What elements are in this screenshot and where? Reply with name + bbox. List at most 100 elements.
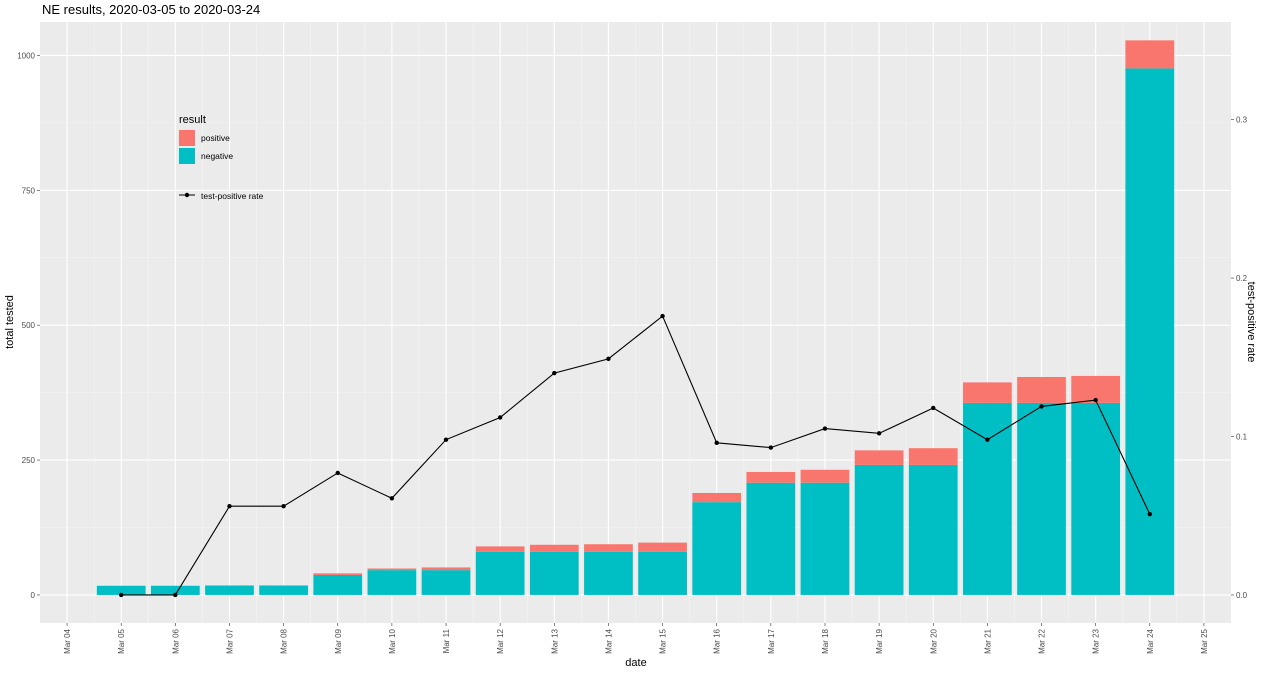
rate-point: [876, 431, 882, 436]
bar-negative: [96, 585, 146, 595]
rate-point: [497, 415, 503, 420]
bar-positive: [854, 450, 904, 465]
bar-negative: [638, 551, 687, 595]
x-tick-label: Mar 10: [388, 628, 397, 653]
y-tick-label: 1000: [17, 51, 35, 60]
bar-negative: [1017, 402, 1066, 595]
x-tick-label: Mar 09: [334, 628, 343, 653]
bar-negative: [150, 585, 200, 595]
bar-positive: [367, 568, 417, 571]
x-tick-label: Mar 17: [767, 628, 776, 653]
x-tick-label: Mar 22: [1038, 628, 1047, 653]
bar-positive: [584, 544, 633, 552]
legend-label-rate: test-positive rate: [201, 191, 264, 201]
x-tick-label: Mar 16: [713, 628, 722, 653]
rate-point: [822, 426, 828, 431]
bar-positive: [692, 492, 742, 503]
y2-axis-title: test-positive rate: [1245, 282, 1257, 363]
rate-point: [768, 445, 774, 450]
rate-point: [606, 356, 611, 362]
legend-label-negative: negative: [201, 151, 233, 161]
y2-tick-label: 0.1: [1236, 433, 1248, 442]
bar-positive: [259, 585, 308, 586]
y-tick-label: 750: [22, 186, 36, 195]
x-tick-label: Mar 15: [659, 628, 668, 653]
rate-point: [985, 437, 990, 442]
x-axis: Mar 04 Mar 05 Mar 06 Mar 07 Mar 08 Mar 09 Mar …: [63, 623, 1209, 654]
x-tick-label: Mar 06: [171, 628, 180, 653]
x-tick-label: Mar 13: [550, 628, 559, 653]
bar-negative: [584, 551, 633, 595]
y-tick-label: 500: [22, 321, 36, 330]
bar-negative: [313, 574, 363, 595]
bar-positive: [1017, 376, 1066, 403]
bar-negative: [854, 464, 904, 595]
x-tick-label: Mar 18: [821, 628, 830, 653]
y2-tick-label: 0.0: [1236, 591, 1248, 600]
bar-negative: [205, 585, 254, 595]
bar-negative: [1125, 68, 1175, 595]
bar-positive: [1125, 40, 1175, 69]
rate-point: [1147, 511, 1152, 517]
bar-negative: [367, 570, 417, 595]
y2-tick-label: 0.3: [1236, 116, 1248, 125]
legend-title: result: [179, 114, 206, 126]
rate-polyline: [121, 315, 1151, 596]
x-tick-label: Mar 12: [496, 628, 505, 653]
bar-positive: [746, 471, 796, 483]
bar-negative: [421, 570, 471, 595]
legend-label-positive: positive: [201, 133, 230, 143]
x-tick-label: Mar 21: [983, 628, 992, 653]
bar-positive: [800, 469, 850, 483]
y-tick-label: 0: [31, 591, 36, 600]
bar-negative: [529, 551, 579, 595]
bar-positive: [205, 585, 254, 586]
bar-negative: [746, 482, 796, 595]
bar-negative: [908, 464, 958, 595]
x-tick-label: Mar 07: [225, 628, 234, 653]
legend: result positive negative test-positive r…: [179, 114, 264, 201]
y-axis: 0 250 500 750 1000: [17, 51, 40, 600]
bar-positive: [421, 567, 471, 571]
y2-axis: 0.0 0.1 0.2 0.3: [1231, 116, 1248, 600]
rate-point: [443, 437, 449, 442]
rate-point: [931, 405, 936, 411]
chart-title: NE results, 2020-03-05 to 2020-03-24: [42, 2, 260, 17]
rate-point: [714, 440, 719, 446]
rate-point: [173, 592, 178, 598]
x-axis-title: date: [625, 657, 646, 669]
x-tick-label: Mar 14: [604, 628, 613, 653]
bar-positive: [908, 448, 958, 465]
bar-positive: [638, 542, 687, 552]
bar-negative: [475, 551, 525, 595]
x-tick-label: Mar 05: [117, 628, 126, 653]
y2-tick-label: 0.2: [1236, 274, 1248, 283]
bar-positive: [529, 544, 579, 552]
bar-positive: [313, 573, 363, 575]
bar-negative: [963, 402, 1012, 595]
rate-point: [227, 504, 232, 509]
x-tick-label: Mar 19: [875, 628, 884, 653]
bar-negative: [1071, 402, 1121, 595]
rate-line: [119, 313, 1152, 598]
x-tick-label: Mar 23: [1092, 628, 1101, 653]
bars: [96, 40, 1175, 595]
bar-negative: [692, 502, 742, 595]
rate-point: [389, 496, 395, 501]
bar-negative: [800, 482, 850, 595]
legend-key-negative: [179, 148, 195, 164]
x-tick-label: Mar 11: [442, 628, 451, 653]
rate-point: [1039, 404, 1044, 409]
x-tick-label: Mar 25: [1200, 628, 1209, 653]
bar-positive: [963, 382, 1012, 403]
bar-positive: [475, 546, 525, 552]
x-tick-label: Mar 08: [280, 628, 289, 653]
rate-point: [281, 504, 286, 509]
rate-point: [660, 313, 665, 319]
y-tick-label: 250: [22, 456, 36, 465]
x-tick-label: Mar 24: [1146, 628, 1155, 653]
legend-key-point: [184, 192, 190, 198]
x-tick-label: Mar 04: [63, 628, 72, 653]
x-tick-label: Mar 20: [929, 628, 938, 653]
